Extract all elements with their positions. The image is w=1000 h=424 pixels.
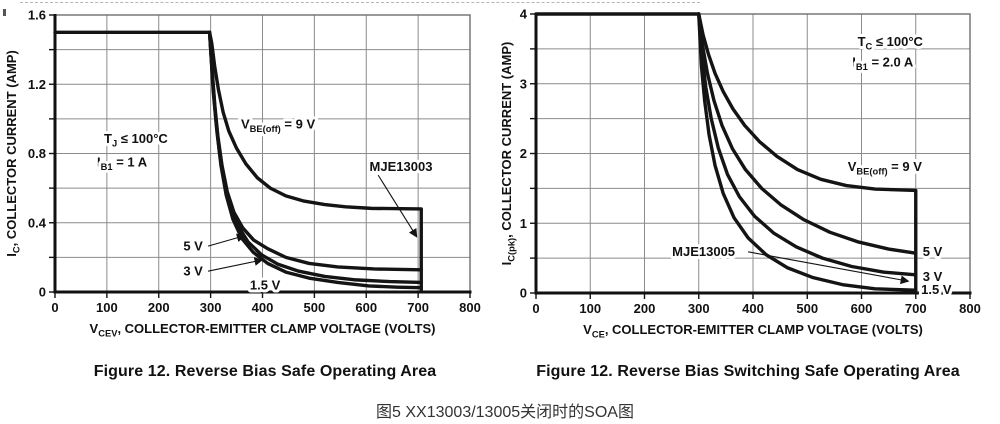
svg-text:200: 200 [148, 300, 170, 315]
svg-text:1.5 V: 1.5 V [921, 282, 952, 297]
svg-text:800: 800 [959, 301, 981, 316]
svg-text:500: 500 [796, 301, 818, 316]
svg-text:VBE(off) = 9 V: VBE(off) = 9 V [241, 116, 315, 134]
svg-text:0: 0 [520, 286, 527, 301]
scan-artifact-line [20, 2, 700, 3]
svg-text:400: 400 [252, 300, 274, 315]
figure-caption-right: Figure 12. Reverse Bias Switching Safe O… [536, 363, 960, 380]
svg-text:IC(pk), COLLECTOR CURRENT (AMP: IC(pk), COLLECTOR CURRENT (AMP) [500, 42, 517, 266]
svg-text:500: 500 [304, 300, 326, 315]
svg-text:1.5 V: 1.5 V [250, 277, 281, 292]
svg-text:1.6: 1.6 [28, 8, 46, 23]
svg-text:VCEV, COLLECTOR-EMITTER CLAMP: VCEV, COLLECTOR-EMITTER CLAMP VOLTAGE (V… [90, 321, 436, 339]
svg-text:0: 0 [39, 285, 46, 300]
svg-text:TC ≤ 100°C: TC ≤ 100°C [858, 34, 924, 52]
svg-text:700: 700 [407, 300, 429, 315]
figure-caption-left: Figure 12. Reverse Bias Safe Operating A… [93, 363, 437, 380]
svg-text:1: 1 [520, 216, 527, 231]
svg-text:IB1 = 1 A: IB1 = 1 A [97, 154, 148, 172]
rbsoa-chart-mje13005: 0 100 200 300 400 500 600 700 800 0 1 2 3 4 TC ≤ 100°C… [500, 7, 981, 340]
svg-text:5 V: 5 V [183, 238, 203, 253]
svg-text:0: 0 [51, 300, 58, 315]
svg-text:VBE(off) = 9 V: VBE(off) = 9 V [848, 159, 922, 177]
svg-text:2: 2 [520, 146, 527, 161]
svg-text:4: 4 [520, 7, 528, 22]
svg-text:3 V: 3 V [923, 269, 943, 284]
svg-text:MJE13005: MJE13005 [672, 244, 735, 259]
svg-text:200: 200 [634, 301, 656, 316]
svg-text:IC, COLLECTOR CURRENT (AMP): IC, COLLECTOR CURRENT (AMP) [4, 50, 22, 257]
rbsoa-chart-mje13003: 0 100 200 300 400 500 600 700 800 0 0.4 0.8 1.2 1.6 TJ… [4, 8, 481, 339]
svg-text:IB1 = 2.0 A: IB1 = 2.0 A [852, 54, 914, 72]
svg-text:100: 100 [96, 300, 118, 315]
figure-caption-chinese: 图5 XX13003/13005关闭时的SOA图 [376, 404, 634, 421]
svg-text:700: 700 [905, 301, 927, 316]
svg-text:1.2: 1.2 [28, 77, 46, 92]
svg-text:0: 0 [532, 301, 539, 316]
svg-text:100: 100 [579, 301, 601, 316]
svg-text:3: 3 [520, 76, 527, 91]
svg-text:VCE, COLLECTOR-EMITTER CLAMP V: VCE, COLLECTOR-EMITTER CLAMP VOLTAGE (VO… [583, 322, 923, 340]
svg-text:800: 800 [459, 300, 481, 315]
svg-text:5 V: 5 V [923, 244, 943, 259]
svg-text:400: 400 [742, 301, 764, 316]
svg-text:MJE13003: MJE13003 [370, 159, 433, 174]
svg-text:TJ ≤ 100°C: TJ ≤ 100°C [104, 131, 168, 149]
svg-text:0.8: 0.8 [28, 146, 46, 161]
svg-text:600: 600 [355, 300, 377, 315]
svg-text:600: 600 [851, 301, 873, 316]
svg-text:3 V: 3 V [183, 264, 203, 279]
svg-text:0.4: 0.4 [28, 215, 47, 230]
svg-text:300: 300 [688, 301, 710, 316]
svg-text:300: 300 [200, 300, 222, 315]
scan-artifact-mark [3, 9, 6, 16]
